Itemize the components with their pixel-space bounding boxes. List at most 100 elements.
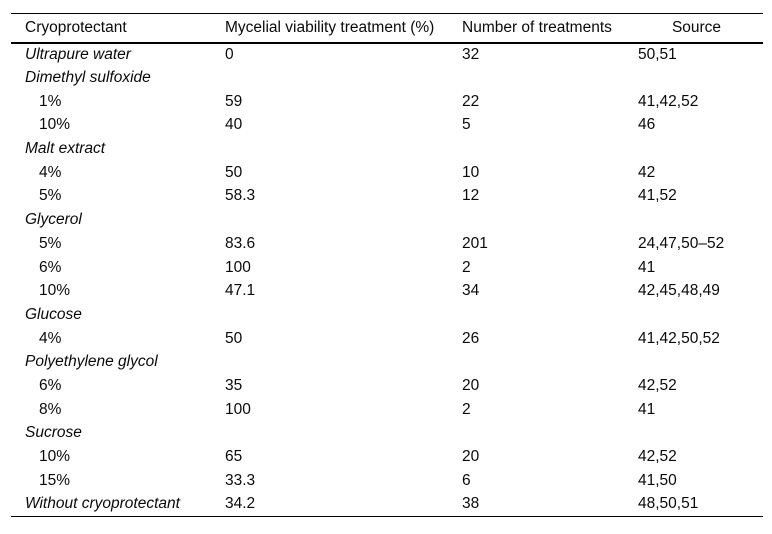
table-row: 8% 100 2 41: [11, 398, 763, 422]
cell-cryoprotectant: 4%: [39, 329, 62, 347]
table-group-row: Malt extract: [11, 137, 763, 161]
cell-source: 41,42,52: [638, 92, 699, 110]
cell-mycelial-viability: [225, 350, 462, 374]
cell-source: [638, 422, 763, 446]
cell-number-of-treatments: [462, 66, 638, 90]
table-row: 4% 50 26 41,42,50,52: [11, 327, 763, 351]
cryoprotectant-table: Cryoprotectant Mycelial viability treatm…: [11, 13, 763, 517]
table-row: 1% 59 22 41,42,52: [11, 90, 763, 114]
cell-cryoprotectant: 10%: [39, 116, 71, 134]
cell-source: 42,52: [638, 376, 677, 394]
cell-cryoprotectant: 5%: [39, 234, 62, 252]
cell-number-of-treatments: 38: [462, 495, 480, 513]
cell-number-of-treatments: 20: [462, 376, 480, 394]
cell-mycelial-viability: 65: [225, 448, 243, 466]
cell-cryoprotectant: 5%: [39, 187, 62, 205]
cell-mycelial-viability: 100: [225, 258, 251, 276]
cell-number-of-treatments: [462, 137, 638, 161]
cell-mycelial-viability: [225, 303, 462, 327]
table-row: 6% 35 20 42,52: [11, 374, 763, 398]
header-number-of-treatments: Number of treatments: [462, 13, 638, 44]
cell-source: [638, 208, 763, 232]
cell-source: 42,45,48,49: [638, 282, 720, 300]
table-group-row: Polyethylene glycol: [11, 350, 763, 374]
cell-cryoprotectant: Glycerol: [25, 211, 82, 229]
cell-source: 48,50,51: [638, 495, 699, 513]
table-body: Ultrapure water 0 32 50,51 Dimethyl sulfoxid…: [11, 43, 763, 517]
table-row: 10% 40 5 46: [11, 114, 763, 138]
cell-mycelial-viability: 58.3: [225, 187, 256, 205]
header-source: Source: [638, 13, 763, 44]
cell-number-of-treatments: 22: [462, 92, 480, 110]
table-row: 10% 47.1 34 42,45,48,49: [11, 279, 763, 303]
cell-cryoprotectant: 4%: [39, 163, 62, 181]
table-group-row: Glycerol: [11, 208, 763, 232]
cell-cryoprotectant: 1%: [39, 92, 62, 110]
table-group-row: Sucrose: [11, 422, 763, 446]
cell-cryoprotectant: Dimethyl sulfoxide: [25, 69, 151, 87]
cell-number-of-treatments: 20: [462, 448, 480, 466]
cell-mycelial-viability: [225, 422, 462, 446]
cell-mycelial-viability: 0: [225, 45, 234, 63]
table-row: 5% 83.6 201 24,47,50–52: [11, 232, 763, 256]
cell-cryoprotectant: Polyethylene glycol: [25, 353, 158, 371]
cell-mycelial-viability: 59: [225, 92, 243, 110]
cell-mycelial-viability: [225, 66, 462, 90]
cell-cryoprotectant: 6%: [39, 376, 62, 394]
cell-number-of-treatments: 5: [462, 116, 471, 134]
table-row: 4% 50 10 42: [11, 161, 763, 185]
cell-number-of-treatments: [462, 208, 638, 232]
cell-source: 50,51: [638, 45, 677, 63]
cell-source: 24,47,50–52: [638, 234, 725, 252]
cell-mycelial-viability: 83.6: [225, 234, 256, 252]
cell-cryoprotectant: Without cryoprotectant: [25, 495, 180, 513]
table-row: Ultrapure water 0 32 50,51: [11, 43, 763, 67]
table-row: 6% 100 2 41: [11, 256, 763, 280]
table-row: 5% 58.3 12 41,52: [11, 185, 763, 209]
cell-source: 41,42,50,52: [638, 329, 720, 347]
cell-mycelial-viability: 100: [225, 400, 251, 418]
table-group-row: Dimethyl sulfoxide: [11, 66, 763, 90]
cell-source: 41: [638, 400, 656, 418]
cell-mycelial-viability: 50: [225, 163, 243, 181]
table-header: Cryoprotectant Mycelial viability treatm…: [11, 13, 763, 44]
cell-source: [638, 350, 763, 374]
cell-source: [638, 303, 763, 327]
cell-number-of-treatments: 6: [462, 471, 471, 489]
cell-number-of-treatments: [462, 303, 638, 327]
cell-cryoprotectant: 10%: [39, 282, 71, 300]
cell-mycelial-viability: [225, 137, 462, 161]
cell-cryoprotectant: Glucose: [25, 305, 82, 323]
cell-cryoprotectant: Sucrose: [25, 424, 82, 442]
table-row: Without cryoprotectant 34.2 38 48,50,51: [11, 493, 763, 517]
cell-mycelial-viability: [225, 208, 462, 232]
table-header-row: Cryoprotectant Mycelial viability treatm…: [11, 13, 763, 44]
cell-mycelial-viability: 47.1: [225, 282, 256, 300]
cell-cryoprotectant: 10%: [39, 448, 71, 466]
cell-number-of-treatments: 2: [462, 400, 471, 418]
cell-number-of-treatments: 12: [462, 187, 480, 205]
cell-source: 41,50: [638, 471, 677, 489]
cell-source: 41: [638, 258, 656, 276]
cell-cryoprotectant: 6%: [39, 258, 62, 276]
table-group-row: Glucose: [11, 303, 763, 327]
cell-mycelial-viability: 34.2: [225, 495, 256, 513]
cell-number-of-treatments: 2: [462, 258, 471, 276]
header-mycelial-viability: Mycelial viability treatment (%): [225, 13, 462, 44]
cell-number-of-treatments: [462, 350, 638, 374]
cell-mycelial-viability: 35: [225, 376, 243, 394]
cell-source: 41,52: [638, 187, 677, 205]
cell-number-of-treatments: 32: [462, 45, 480, 63]
cell-number-of-treatments: [462, 422, 638, 446]
cell-source: [638, 66, 763, 90]
cell-number-of-treatments: 10: [462, 163, 480, 181]
cell-source: [638, 137, 763, 161]
cell-cryoprotectant: 8%: [39, 400, 62, 418]
cell-cryoprotectant: Malt extract: [25, 140, 106, 158]
header-cryoprotectant: Cryoprotectant: [11, 13, 225, 44]
cell-number-of-treatments: 34: [462, 282, 480, 300]
table-row: 10% 65 20 42,52: [11, 445, 763, 469]
cell-cryoprotectant: Ultrapure water: [25, 45, 131, 63]
cell-number-of-treatments: 201: [462, 234, 488, 252]
cell-source: 42: [638, 163, 656, 181]
